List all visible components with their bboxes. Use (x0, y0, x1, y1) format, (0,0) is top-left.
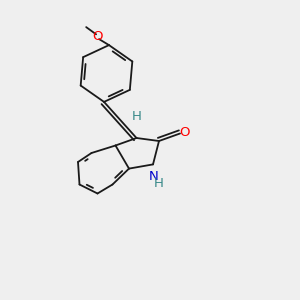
Text: O: O (92, 30, 103, 43)
Text: H: H (154, 177, 164, 190)
Text: N: N (149, 170, 158, 183)
Text: H: H (132, 110, 142, 123)
Text: O: O (179, 126, 190, 140)
